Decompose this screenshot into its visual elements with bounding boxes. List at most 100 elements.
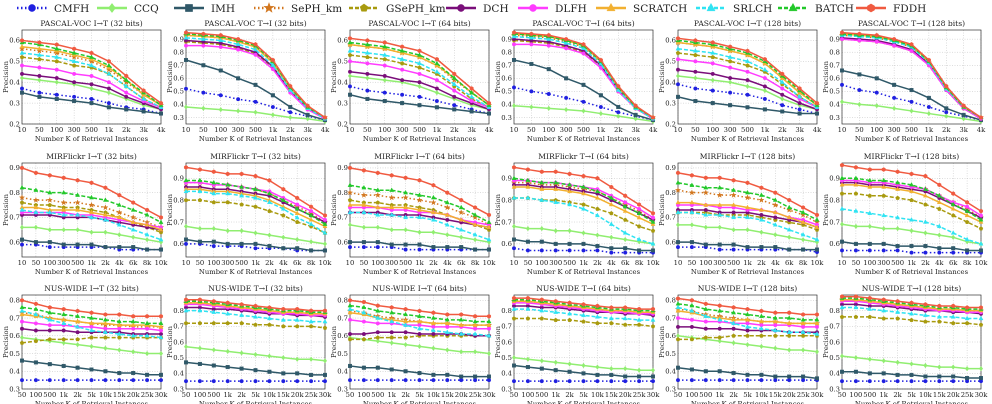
series-srlch	[675, 304, 820, 336]
data-point	[780, 109, 785, 114]
data-point	[581, 230, 586, 236]
data-point	[936, 314, 942, 319]
data-point	[595, 320, 600, 326]
series-srlch	[675, 209, 820, 242]
data-point	[102, 217, 108, 222]
data-point	[183, 43, 188, 48]
data-point	[979, 376, 984, 381]
data-point	[728, 65, 733, 70]
legend-label: DCH	[483, 3, 509, 15]
series-fddh	[184, 30, 327, 120]
data-point	[651, 210, 655, 216]
data-point	[347, 73, 353, 79]
data-point	[218, 106, 223, 113]
x-tick-label: 30k	[811, 391, 825, 399]
data-point	[745, 63, 750, 68]
data-point	[786, 320, 792, 326]
plot-frame	[21, 294, 162, 390]
y-tick-label: 0.6	[9, 332, 20, 340]
data-point	[158, 320, 164, 326]
x-tick-label: 20k	[455, 391, 469, 399]
data-point	[926, 110, 931, 117]
x-tick-label: 1k	[87, 259, 96, 267]
data-point	[703, 306, 709, 311]
data-point	[717, 212, 723, 217]
data-point	[595, 379, 600, 384]
data-point	[348, 363, 353, 368]
data-point	[130, 333, 136, 338]
data-point	[786, 214, 792, 220]
data-point	[978, 365, 984, 372]
data-point	[853, 354, 858, 361]
data-point	[840, 68, 845, 73]
y-tick-label: 0.5	[665, 350, 676, 358]
data-point	[375, 224, 380, 230]
series-imh	[348, 92, 492, 116]
data-point	[895, 214, 901, 220]
data-point	[267, 379, 272, 384]
plot-frame	[513, 294, 654, 390]
data-point	[472, 322, 478, 327]
data-point	[382, 52, 388, 57]
data-point	[141, 88, 146, 93]
x-tick-label: 4k	[935, 259, 944, 267]
x-tick-label: 10	[182, 126, 191, 134]
data-point	[801, 312, 806, 317]
data-point	[922, 312, 928, 318]
data-point	[183, 379, 188, 384]
series-fddh	[20, 298, 163, 319]
data-point	[675, 199, 681, 205]
data-point	[211, 169, 216, 175]
data-point	[525, 295, 530, 301]
series-dch	[348, 69, 492, 112]
x-tick-label: 300	[57, 259, 70, 267]
legend-marker	[529, 4, 537, 12]
data-point	[434, 86, 439, 91]
data-point	[452, 88, 457, 93]
data-point	[19, 304, 25, 310]
data-point	[637, 374, 642, 379]
x-tick-label: 1k	[879, 391, 888, 399]
series-ccq	[675, 222, 820, 245]
data-point	[444, 222, 450, 227]
x-tick-label: 500	[413, 126, 426, 134]
data-point	[702, 189, 709, 196]
data-point	[403, 189, 409, 195]
data-point	[731, 326, 736, 331]
legend-marker	[28, 4, 36, 12]
data-point	[37, 65, 42, 70]
data-point	[361, 245, 366, 250]
series-fddh	[512, 295, 655, 312]
data-point	[857, 31, 862, 37]
data-point	[895, 372, 900, 377]
x-tick-label: 10	[346, 126, 355, 134]
x-tick-label: 100	[535, 259, 548, 267]
data-point	[773, 245, 778, 250]
data-point	[365, 75, 370, 81]
y-tick-label: 0.4	[9, 368, 20, 376]
data-point	[158, 350, 164, 357]
data-point	[731, 242, 736, 247]
data-point	[225, 348, 230, 355]
data-point	[909, 379, 914, 384]
data-point	[322, 318, 328, 324]
data-point	[280, 206, 286, 211]
data-point	[853, 182, 859, 187]
data-point	[347, 302, 353, 308]
data-point	[800, 219, 806, 225]
data-point	[717, 303, 722, 308]
data-point	[801, 237, 806, 243]
x-tick-label: 100	[685, 391, 698, 399]
data-point	[979, 305, 983, 310]
x-tick-label: 10	[182, 259, 191, 267]
data-point	[937, 364, 942, 370]
data-point	[895, 298, 900, 304]
data-point	[309, 248, 314, 253]
data-point	[403, 311, 409, 317]
data-point	[389, 335, 394, 340]
data-point	[295, 306, 300, 312]
y-tick-label: 0.6	[665, 238, 676, 246]
x-tick-label: 25k	[305, 391, 319, 399]
x-tick-label: 3k	[303, 126, 312, 134]
x-tick-label: 50	[363, 126, 372, 134]
